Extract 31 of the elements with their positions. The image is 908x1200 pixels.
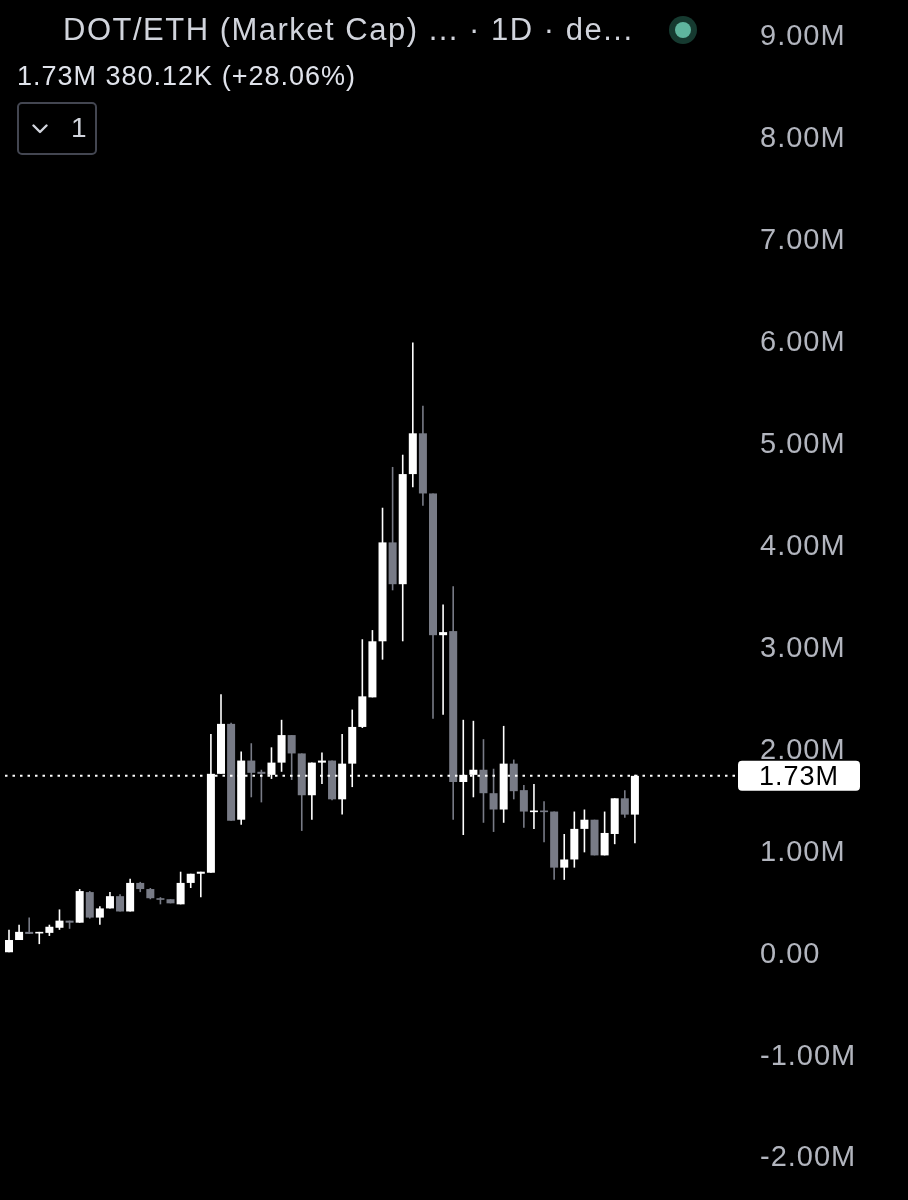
candlestick	[287, 734, 296, 781]
candlestick	[580, 808, 589, 854]
y-tick-label: -2.00M	[760, 1140, 857, 1173]
candlestick	[55, 908, 64, 931]
candlestick	[257, 768, 266, 804]
y-tick-label: 6.00M	[760, 324, 846, 357]
y-tick-label: 7.00M	[760, 222, 846, 255]
dropdown-button: 1	[17, 102, 97, 155]
annotation: 1	[71, 112, 87, 143]
candlestick	[176, 870, 185, 906]
y-tick-label: 4.00M	[760, 528, 846, 561]
y-tick-label: 8.00M	[760, 120, 846, 153]
y-tick-label: 3.00M	[760, 630, 846, 663]
y-tick-label: 1.00M	[760, 834, 846, 867]
y-tick-label: -1.00M	[760, 1038, 857, 1071]
chart-title: DOT/ETH (Market Cap) ... · 1D · de...	[63, 12, 634, 47]
candlestick	[519, 784, 528, 829]
candlestick	[479, 738, 488, 824]
y-tick-label: 5.00M	[760, 426, 846, 459]
candlestick	[439, 603, 448, 716]
candlestick	[620, 789, 629, 819]
y-tick-label: 0.00	[760, 936, 821, 969]
candlestick	[247, 742, 256, 799]
candlestick	[489, 767, 498, 833]
text: 1.73M 380.12K (+28.06%)	[17, 61, 356, 91]
candlestick	[95, 905, 104, 926]
candlestick	[600, 810, 609, 857]
candlestick	[25, 916, 34, 935]
y-tick-label: 9.00M	[760, 18, 846, 51]
candlestick	[560, 833, 569, 881]
candlestick	[196, 870, 205, 898]
